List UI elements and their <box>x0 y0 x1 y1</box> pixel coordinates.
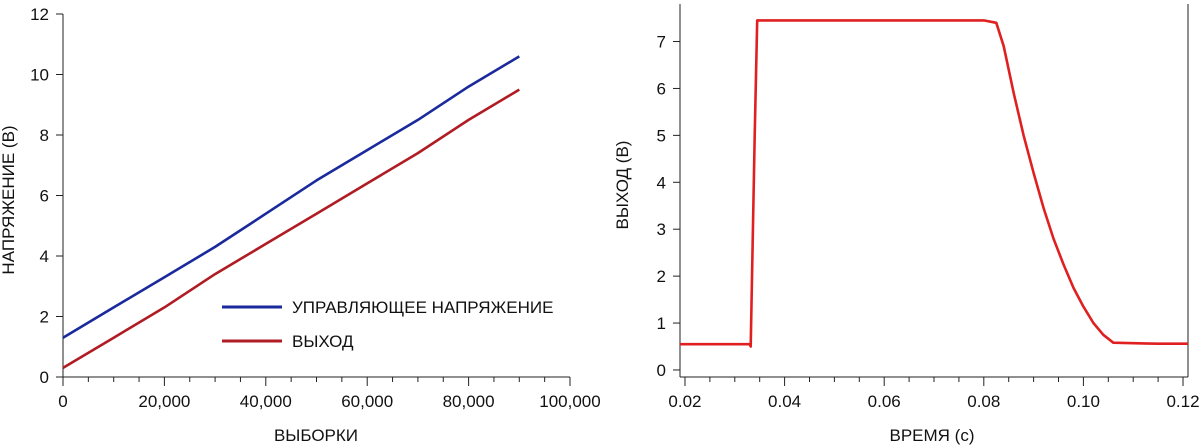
right-y-axis-title: ВЫХОД (В) <box>613 141 632 230</box>
left-chart: 0 20,000 40,000 60,000 80,000 100,000 0 2 4 6 8 10 1… <box>0 5 601 445</box>
left-x-tick-label: 20,000 <box>138 392 190 411</box>
left-axes: 0 20,000 40,000 60,000 80,000 100,000 0 2 4 6 8 10 1… <box>30 5 601 411</box>
right-y-tick-label: 2 <box>657 267 666 286</box>
left-legend: УПРАВЛЯЮЩЕЕ НАПРЯЖЕНИЕ ВЫХОД <box>222 298 553 351</box>
right-y-tick-label: 3 <box>657 220 666 239</box>
left-x-axis-title: ВЫБОРКИ <box>274 426 358 445</box>
left-series-group <box>62 55 520 370</box>
right-axes: 0.02 0.04 0.06 0.08 0.10 0.12 0 1 2 3 4 5 6 7 <box>657 4 1200 411</box>
right-x-tick-label: 0.02 <box>668 392 701 411</box>
right-x-tick-label: 0.10 <box>1067 392 1100 411</box>
right-x-axis-title: ВРЕМЯ (с) <box>890 426 975 445</box>
left-y-axis-title: НАПРЯЖЕНИЕ (В) <box>0 125 18 274</box>
right-y-tick-label: 4 <box>657 173 666 192</box>
right-y-tick-label: 6 <box>657 79 666 98</box>
right-x-tick-label: 0.12 <box>1166 392 1199 411</box>
legend-label-control-voltage: УПРАВЛЯЮЩЕЕ НАПРЯЖЕНИЕ <box>292 298 553 317</box>
left-series-line-1 <box>62 88 520 370</box>
legend-label-output: ВЫХОД <box>292 332 354 351</box>
right-x-tick-label: 0.04 <box>768 392 801 411</box>
right-x-tick-label: 0.06 <box>868 392 901 411</box>
left-y-tick-label: 0 <box>40 368 49 387</box>
left-x-tick-label: 80,000 <box>443 392 495 411</box>
left-y-tick-label: 2 <box>40 308 49 327</box>
left-x-tick-label: 100,000 <box>539 392 600 411</box>
right-x-tick-label: 0.08 <box>967 392 1000 411</box>
right-chart: 0.02 0.04 0.06 0.08 0.10 0.12 0 1 2 3 4 5 6 7 ВРЕМЯ (… <box>613 4 1200 445</box>
left-y-tick-label: 8 <box>40 126 49 145</box>
left-series-line-0 <box>62 55 520 339</box>
right-series-line-0 <box>680 19 1188 348</box>
right-y-tick-label: 7 <box>657 33 666 52</box>
right-series-group <box>680 19 1188 348</box>
left-x-tick-label: 60,000 <box>341 392 393 411</box>
right-y-tick-label: 1 <box>657 314 666 333</box>
left-y-tick-label: 10 <box>30 66 49 85</box>
left-y-tick-label: 12 <box>30 5 49 24</box>
left-x-tick-label: 0 <box>58 392 67 411</box>
left-x-tick-label: 40,000 <box>240 392 292 411</box>
right-y-tick-label: 5 <box>657 126 666 145</box>
right-y-tick-label: 0 <box>657 361 666 380</box>
left-y-tick-label: 4 <box>40 247 49 266</box>
left-y-tick-label: 6 <box>40 187 49 206</box>
